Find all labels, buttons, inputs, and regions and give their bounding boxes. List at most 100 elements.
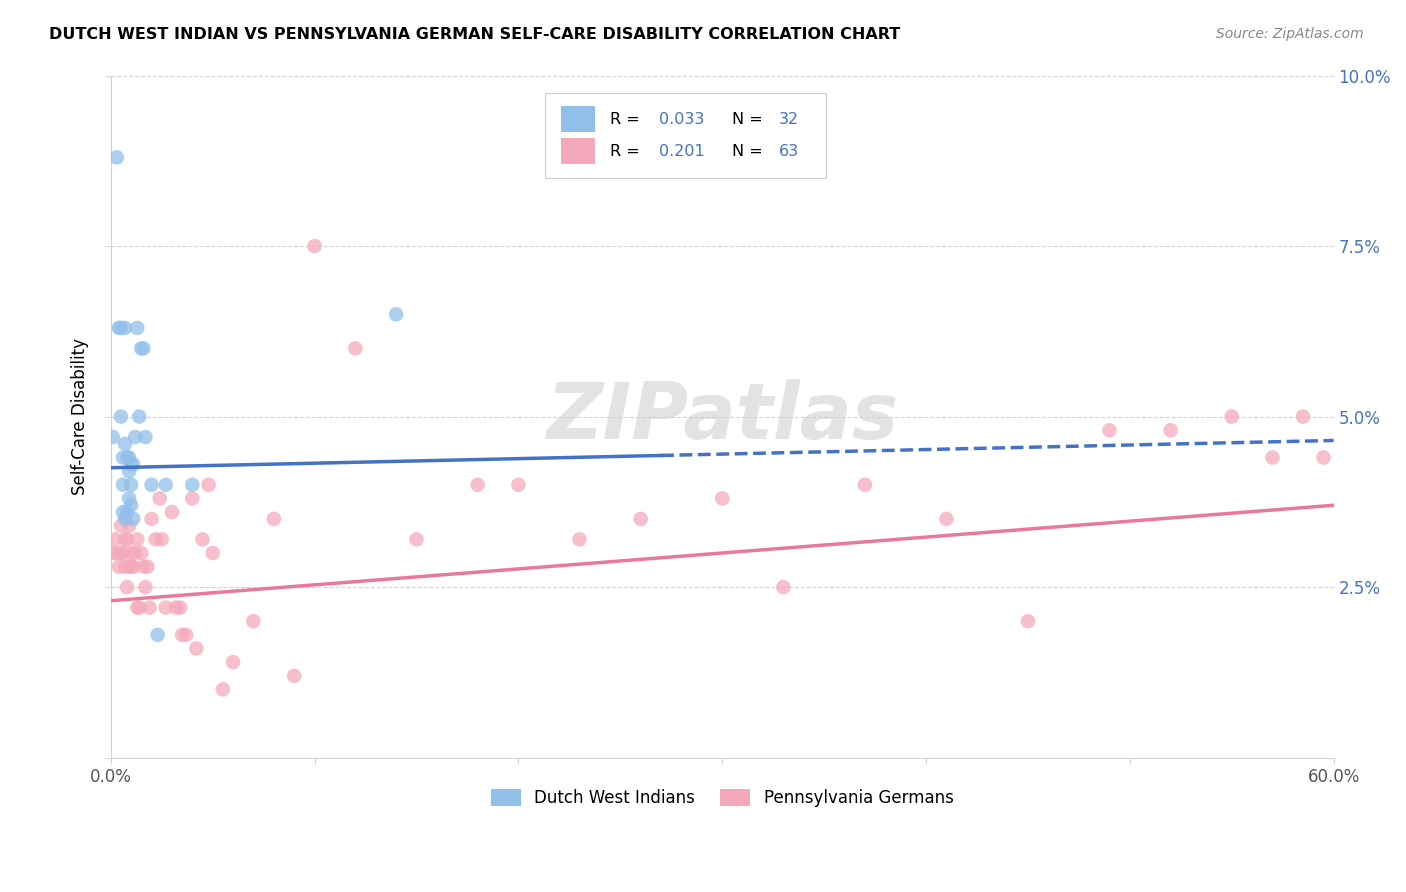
Point bbox=[114, 559, 136, 574]
Point bbox=[146, 628, 169, 642]
Point bbox=[141, 477, 163, 491]
Point bbox=[111, 450, 134, 465]
Point bbox=[191, 533, 214, 547]
Point bbox=[242, 614, 264, 628]
Point bbox=[128, 600, 150, 615]
Point bbox=[141, 512, 163, 526]
Point bbox=[174, 628, 197, 642]
Point bbox=[120, 477, 142, 491]
Legend: Dutch West Indians, Pennsylvania Germans: Dutch West Indians, Pennsylvania Germans bbox=[484, 782, 960, 814]
Point bbox=[186, 641, 208, 656]
Point bbox=[118, 518, 141, 533]
Text: N =: N = bbox=[733, 112, 762, 127]
Point bbox=[138, 600, 160, 615]
Point bbox=[120, 498, 142, 512]
Text: 63: 63 bbox=[779, 144, 799, 159]
Point bbox=[131, 546, 153, 560]
Text: N =: N = bbox=[733, 144, 762, 159]
Text: 0.201: 0.201 bbox=[658, 144, 704, 159]
FancyBboxPatch shape bbox=[561, 138, 595, 164]
Point bbox=[114, 437, 136, 451]
Point bbox=[124, 430, 146, 444]
Point bbox=[467, 477, 489, 491]
Point bbox=[1160, 423, 1182, 437]
Point bbox=[165, 600, 187, 615]
Point bbox=[114, 512, 136, 526]
Text: DUTCH WEST INDIAN VS PENNSYLVANIA GERMAN SELF-CARE DISABILITY CORRELATION CHART: DUTCH WEST INDIAN VS PENNSYLVANIA GERMAN… bbox=[49, 27, 900, 42]
Point bbox=[134, 430, 156, 444]
Text: R =: R = bbox=[610, 112, 640, 127]
Point bbox=[181, 477, 204, 491]
Point bbox=[201, 546, 224, 560]
Point bbox=[110, 409, 132, 424]
Point bbox=[118, 464, 141, 478]
Point bbox=[115, 533, 138, 547]
Point bbox=[122, 559, 145, 574]
Point bbox=[853, 477, 876, 491]
Point bbox=[111, 546, 134, 560]
Point bbox=[222, 655, 245, 669]
Point bbox=[115, 580, 138, 594]
Point bbox=[630, 512, 652, 526]
Point bbox=[145, 533, 167, 547]
Point bbox=[212, 682, 235, 697]
Point bbox=[124, 546, 146, 560]
Point bbox=[181, 491, 204, 506]
Point bbox=[101, 546, 124, 560]
Point bbox=[114, 533, 136, 547]
Point bbox=[110, 546, 132, 560]
Point bbox=[105, 546, 128, 560]
Point bbox=[118, 491, 141, 506]
Point bbox=[155, 477, 177, 491]
Point bbox=[127, 533, 149, 547]
Point bbox=[155, 600, 177, 615]
Point bbox=[127, 321, 149, 335]
Point bbox=[1098, 423, 1121, 437]
Point bbox=[118, 450, 141, 465]
Point bbox=[508, 477, 530, 491]
Point bbox=[136, 559, 159, 574]
Text: 0.033: 0.033 bbox=[658, 112, 704, 127]
Point bbox=[160, 505, 183, 519]
Point bbox=[568, 533, 591, 547]
Point bbox=[111, 505, 134, 519]
Point bbox=[283, 669, 305, 683]
Point bbox=[120, 559, 142, 574]
Point bbox=[108, 321, 131, 335]
Point bbox=[128, 409, 150, 424]
Y-axis label: Self-Care Disability: Self-Care Disability bbox=[72, 338, 89, 495]
Point bbox=[118, 559, 141, 574]
Point bbox=[108, 559, 131, 574]
Point bbox=[150, 533, 173, 547]
FancyBboxPatch shape bbox=[561, 106, 595, 132]
Point bbox=[1261, 450, 1284, 465]
Point bbox=[101, 430, 124, 444]
Point bbox=[122, 512, 145, 526]
Point bbox=[132, 559, 155, 574]
Point bbox=[134, 580, 156, 594]
Point bbox=[772, 580, 794, 594]
Point bbox=[115, 505, 138, 519]
Point bbox=[935, 512, 957, 526]
Point bbox=[1220, 409, 1243, 424]
Point bbox=[263, 512, 285, 526]
Text: ZIPatlas: ZIPatlas bbox=[546, 378, 898, 455]
Point bbox=[405, 533, 427, 547]
Point bbox=[169, 600, 191, 615]
Point bbox=[104, 533, 127, 547]
Point bbox=[1312, 450, 1334, 465]
Point bbox=[149, 491, 172, 506]
Point bbox=[122, 458, 145, 472]
Point bbox=[304, 239, 326, 253]
Point bbox=[120, 546, 142, 560]
Text: Source: ZipAtlas.com: Source: ZipAtlas.com bbox=[1216, 27, 1364, 41]
Point bbox=[120, 458, 142, 472]
Point bbox=[114, 321, 136, 335]
Point bbox=[115, 450, 138, 465]
Point bbox=[127, 600, 149, 615]
Point bbox=[110, 518, 132, 533]
FancyBboxPatch shape bbox=[546, 93, 827, 178]
Point bbox=[385, 307, 408, 321]
Point bbox=[105, 150, 128, 164]
Text: R =: R = bbox=[610, 144, 640, 159]
